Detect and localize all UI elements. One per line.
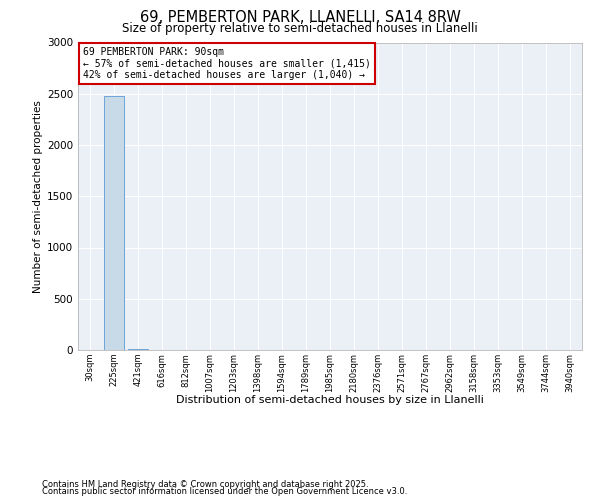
- Text: 69 PEMBERTON PARK: 90sqm
← 57% of semi-detached houses are smaller (1,415)
42% o: 69 PEMBERTON PARK: 90sqm ← 57% of semi-d…: [83, 47, 371, 80]
- Text: 69, PEMBERTON PARK, LLANELLI, SA14 8RW: 69, PEMBERTON PARK, LLANELLI, SA14 8RW: [140, 10, 460, 25]
- Text: Size of property relative to semi-detached houses in Llanelli: Size of property relative to semi-detach…: [122, 22, 478, 35]
- Text: Contains HM Land Registry data © Crown copyright and database right 2025.: Contains HM Land Registry data © Crown c…: [42, 480, 368, 489]
- Bar: [104, 96, 124, 350]
- Text: Contains public sector information licensed under the Open Government Licence v3: Contains public sector information licen…: [42, 488, 407, 496]
- X-axis label: Distribution of semi-detached houses by size in Llanelli: Distribution of semi-detached houses by …: [176, 395, 484, 405]
- Y-axis label: Number of semi-detached properties: Number of semi-detached properties: [33, 100, 43, 292]
